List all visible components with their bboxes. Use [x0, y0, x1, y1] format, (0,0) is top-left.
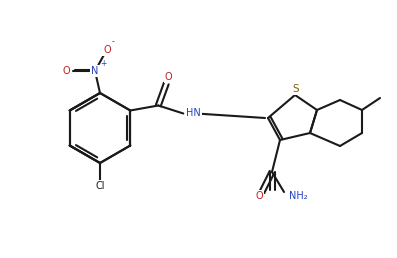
Text: Cl: Cl — [95, 181, 105, 191]
Text: NH₂: NH₂ — [289, 191, 308, 201]
Text: HN: HN — [186, 108, 201, 117]
Text: -: - — [112, 37, 115, 46]
Text: N: N — [91, 66, 99, 76]
Text: O: O — [255, 191, 263, 201]
Text: S: S — [293, 84, 299, 94]
Text: O: O — [164, 72, 172, 83]
Text: O: O — [62, 66, 70, 76]
Text: O: O — [103, 45, 111, 55]
Text: +: + — [100, 59, 106, 68]
